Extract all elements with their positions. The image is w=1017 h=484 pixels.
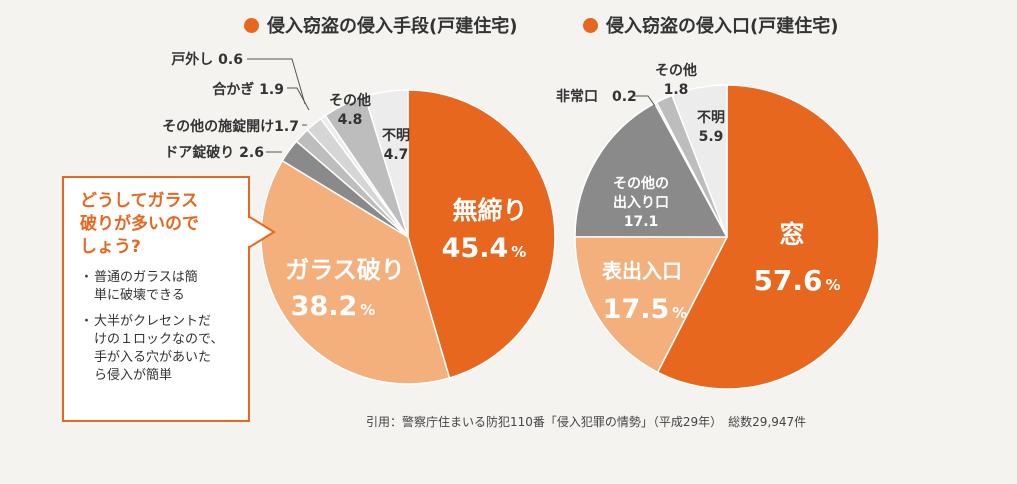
outer-label: 非常口	[556, 88, 598, 105]
outer-label: 戸外し 0.6	[171, 51, 243, 68]
legend-right-label: 侵入窃盗の侵入口(戸建住宅)	[606, 16, 839, 37]
leader-lines-right	[634, 95, 656, 107]
slice-label: その他の	[613, 175, 669, 192]
bullet-icon: ・	[80, 314, 94, 329]
slice-label: ガラス破り	[285, 256, 405, 284]
slice-value: 4.7	[384, 147, 409, 163]
pie-slice	[407, 89, 556, 379]
pie-slice	[364, 89, 409, 238]
slice-value: 17.5%	[603, 294, 688, 325]
callout-list: ・普通のガラスは簡 単に破壊できる ・大半がクレセントだ けの１ロックなので、 …	[80, 269, 238, 385]
legend-dot-icon	[583, 17, 598, 33]
pie-right	[574, 84, 880, 390]
slice-label: 不明	[382, 128, 410, 144]
slice-label: その他	[329, 92, 371, 109]
pie-left	[260, 89, 556, 385]
leader-line	[247, 58, 306, 105]
legend-right: 侵入窃盗の侵入口(戸建住宅)	[583, 12, 838, 38]
slice-value: 38.2%	[291, 291, 376, 322]
pie-slice	[260, 159, 451, 385]
slice-value: 4.8	[338, 112, 363, 128]
citation: 引用：警察庁住まいる防犯110番「侵入犯罪の情勢」（平成29年） 総数29,94…	[366, 415, 807, 429]
slice-label: 出入り口	[613, 194, 669, 211]
pie-slice	[656, 84, 880, 390]
slice-label: 表出入口	[602, 259, 682, 283]
callout-point-text: 大半がクレセントだ けの１ロックなので、 手が入る穴があいた ら侵入が簡単	[94, 314, 224, 383]
outer-label: 合かぎ 1.9	[212, 81, 284, 98]
leader-lines-left	[247, 58, 310, 153]
slice-value: 1.8	[664, 82, 689, 98]
legend-dot-icon	[244, 17, 259, 33]
bullet-icon: ・	[80, 270, 94, 285]
pie-slice	[574, 102, 729, 238]
slice-value: 45.4%	[442, 233, 527, 264]
callout-question: どうしてガラス 破りが多いので しょう?	[80, 191, 199, 257]
leader-line	[287, 87, 310, 111]
slice-label: 窓	[779, 220, 804, 249]
leader-line	[634, 95, 656, 107]
slice-value: 5.9	[699, 129, 724, 145]
pie-slice	[574, 236, 729, 374]
outer-label: ドア錠破り 2.6	[164, 144, 264, 161]
callout-bubble: どうしてガラス 破りが多いので しょう? ・普通のガラスは簡 単に破壊できる ・…	[62, 176, 250, 422]
slice-value: 57.6%	[753, 264, 840, 297]
outer-label: その他の施錠開け1.7	[162, 118, 299, 135]
legend-left-label: 侵入窃盗の侵入手段(戸建住宅)	[267, 16, 518, 37]
legend-left: 侵入窃盗の侵入手段(戸建住宅)	[244, 12, 517, 38]
outer-label: 0.2	[612, 89, 637, 105]
slice-label: 不明	[697, 110, 725, 126]
callout-tail	[248, 214, 276, 250]
slice-value: 17.1	[624, 214, 659, 230]
pie-slice	[671, 84, 728, 238]
callout-point: ・大半がクレセントだ けの１ロックなので、 手が入る穴があいた ら侵入が簡単	[80, 313, 238, 385]
slice-label: その他	[655, 62, 697, 79]
slice-label: 無締り	[452, 196, 527, 225]
callout-point-text: 普通のガラスは簡 単に破壊できる	[94, 270, 198, 303]
callout-point: ・普通のガラスは簡 単に破壊できる	[80, 269, 238, 305]
